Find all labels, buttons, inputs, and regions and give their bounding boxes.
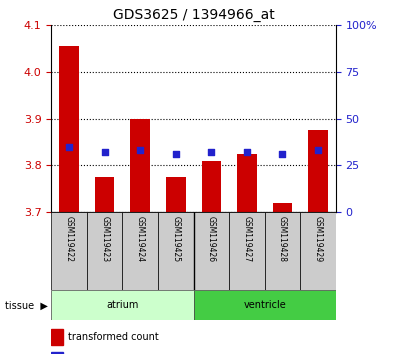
- Point: [173, 152, 179, 157]
- Bar: [300, 212, 336, 290]
- Bar: [308, 130, 328, 212]
- Text: GSM119424: GSM119424: [136, 216, 145, 262]
- Point: [315, 148, 321, 153]
- Bar: [51, 329, 63, 345]
- Bar: [51, 212, 87, 290]
- Bar: [51, 290, 194, 320]
- Bar: [265, 212, 300, 290]
- Text: GSM119427: GSM119427: [243, 216, 251, 262]
- Bar: [237, 154, 257, 212]
- Bar: [194, 290, 336, 320]
- Bar: [194, 212, 229, 290]
- Bar: [122, 212, 158, 290]
- Text: GSM119423: GSM119423: [100, 216, 109, 262]
- Point: [102, 149, 108, 155]
- Text: GSM119425: GSM119425: [171, 216, 180, 262]
- Bar: [95, 177, 115, 212]
- Text: atrium: atrium: [106, 300, 139, 310]
- Bar: [273, 203, 292, 212]
- Point: [66, 144, 72, 150]
- Text: GSM119422: GSM119422: [65, 216, 73, 262]
- Text: GSM119429: GSM119429: [314, 216, 322, 262]
- Bar: [166, 177, 186, 212]
- Point: [208, 149, 214, 155]
- Point: [137, 148, 143, 153]
- Point: [279, 152, 286, 157]
- Bar: [87, 212, 122, 290]
- Text: transformed count: transformed count: [68, 332, 159, 342]
- Bar: [59, 46, 79, 212]
- Text: GSM119426: GSM119426: [207, 216, 216, 262]
- Bar: [158, 212, 194, 290]
- Title: GDS3625 / 1394966_at: GDS3625 / 1394966_at: [113, 8, 275, 22]
- Bar: [229, 212, 265, 290]
- Text: tissue  ▶: tissue ▶: [4, 300, 47, 310]
- Bar: [130, 119, 150, 212]
- Point: [244, 149, 250, 155]
- Bar: [201, 161, 221, 212]
- Text: GSM119428: GSM119428: [278, 216, 287, 262]
- Text: ventricle: ventricle: [243, 300, 286, 310]
- Bar: [51, 352, 63, 354]
